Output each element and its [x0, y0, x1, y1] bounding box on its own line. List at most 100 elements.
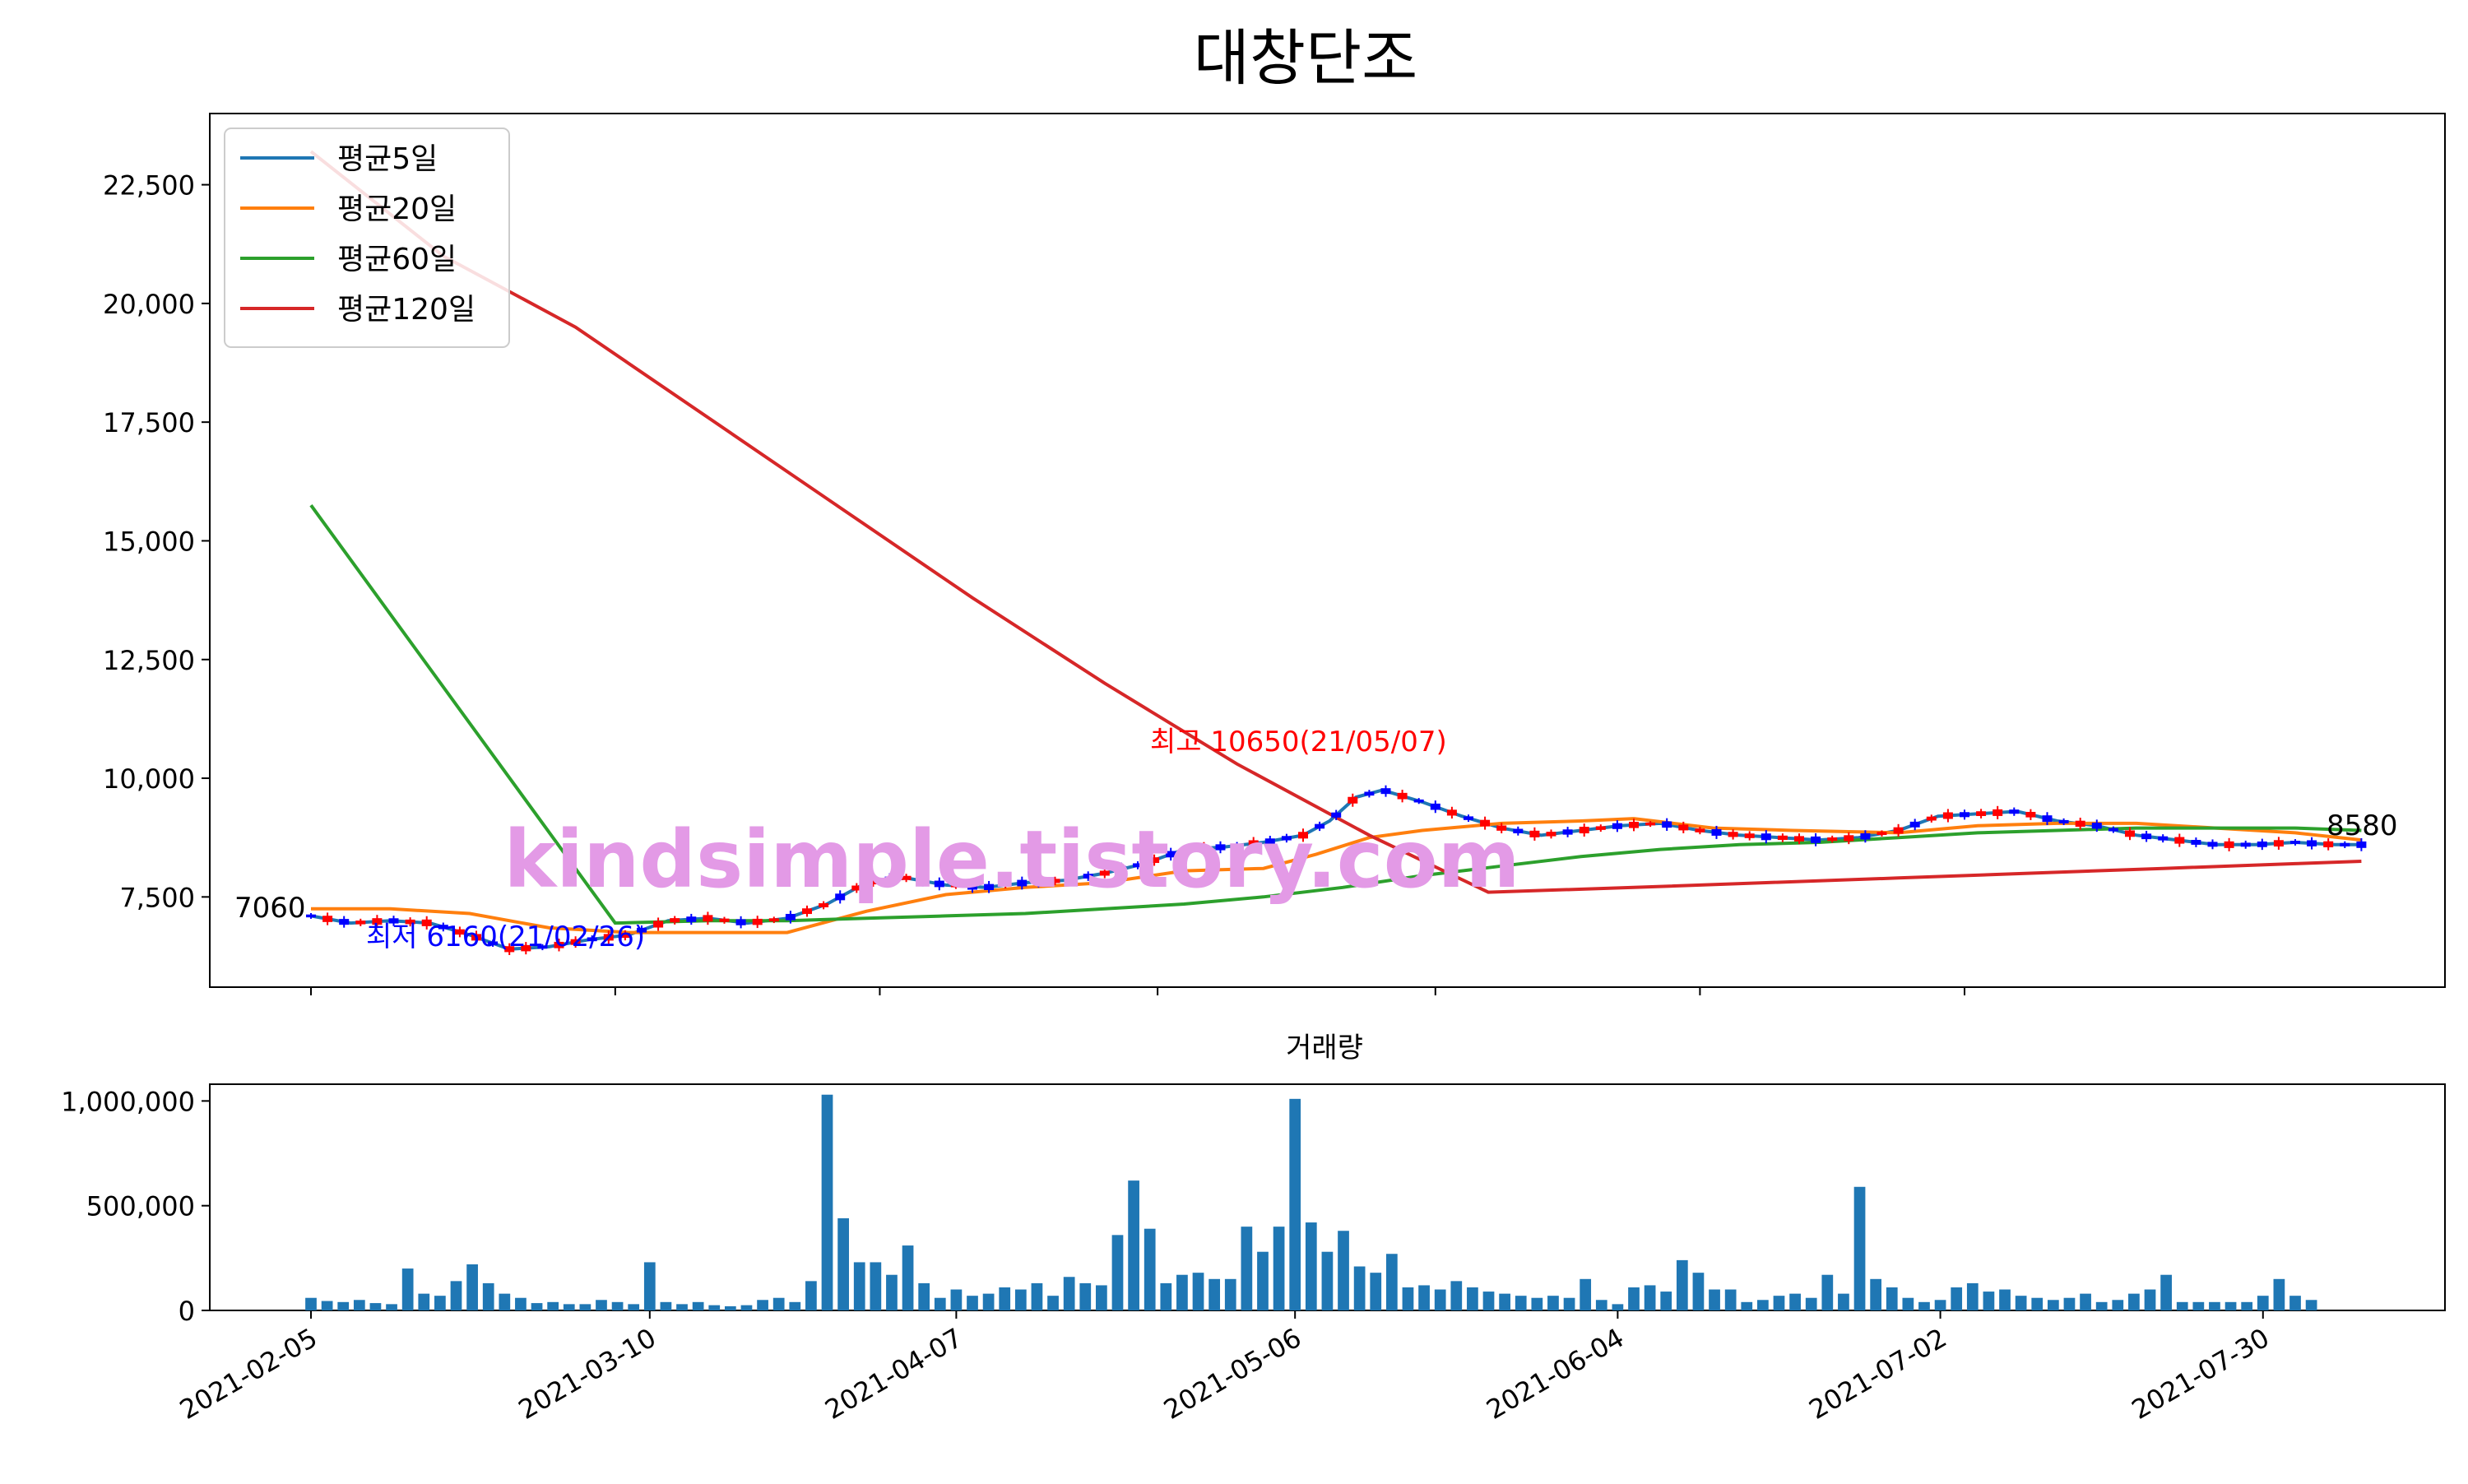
legend-entry-label: 평균60일	[337, 243, 457, 276]
volume-bar	[999, 1287, 1011, 1310]
volume-bar	[934, 1297, 946, 1310]
volume-bar	[805, 1281, 817, 1310]
volume-bar	[1741, 1301, 1753, 1310]
candle-body	[1083, 874, 1093, 879]
volume-bar	[1918, 1301, 1930, 1310]
candle-body	[2290, 841, 2300, 844]
candle-body	[1645, 822, 1656, 826]
volume-bar	[401, 1268, 414, 1310]
ma-line-20	[311, 817, 2362, 934]
price-y-tick-label: 12,500	[103, 645, 195, 676]
price-y-tick-label: 7,500	[119, 882, 195, 913]
candle-body	[2323, 841, 2334, 848]
volume-bar	[660, 1301, 672, 1310]
volume-bar	[1321, 1251, 1334, 1310]
candle-body	[1992, 809, 2003, 816]
candle-body	[1728, 832, 1738, 837]
candle-body	[1116, 865, 1126, 873]
candle-body	[703, 915, 713, 922]
volume-bar	[1370, 1273, 1382, 1310]
candle-body	[686, 916, 697, 922]
volume-bar	[1273, 1227, 1285, 1310]
candle-body	[504, 946, 515, 953]
volume-bar	[321, 1301, 333, 1310]
volume-bar	[579, 1304, 591, 1310]
volume-bars	[305, 1094, 2317, 1310]
volume-bar	[902, 1245, 914, 1310]
volume-bar	[724, 1305, 736, 1310]
volume-bar	[1353, 1266, 1366, 1310]
candle-body	[405, 919, 415, 925]
volume-bar	[1628, 1287, 1640, 1310]
price-y-tick-label: 10,000	[103, 763, 195, 795]
candle-body	[339, 919, 350, 925]
volume-bar	[708, 1305, 721, 1310]
candle-body	[1827, 837, 1838, 842]
volume-bar	[466, 1264, 478, 1310]
volume-y-tick-label: 500,000	[86, 1191, 195, 1222]
candle-body	[934, 880, 944, 888]
volume-bar	[1709, 1289, 1720, 1310]
candle-body	[1199, 845, 1209, 851]
candle-body	[2224, 841, 2234, 848]
candle-body	[1513, 828, 1524, 833]
volume-bar	[837, 1217, 849, 1310]
legend-entry-label: 평균5일	[337, 142, 438, 176]
volume-bar	[2257, 1296, 2269, 1310]
volume-bar	[369, 1303, 382, 1310]
candle-body	[868, 879, 879, 884]
candle-body	[603, 934, 614, 941]
annotation-label: 최저 6160(21/02/26)	[366, 921, 645, 953]
volume-chart-title: 거래량	[1286, 1032, 1363, 1064]
volume-bar	[1079, 1282, 1092, 1310]
volume-bar	[434, 1296, 446, 1310]
volume-bar	[1870, 1278, 1882, 1310]
candle-body	[2356, 841, 2367, 848]
ma-line-120	[309, 150, 2362, 894]
volume-bar	[1805, 1297, 1817, 1310]
candle-body	[1761, 833, 1771, 841]
volume-bar	[1338, 1231, 1349, 1310]
candle-body	[1133, 863, 1143, 868]
volume-bar	[482, 1282, 494, 1310]
volume-bar	[1838, 1293, 1849, 1310]
volume-bar	[1208, 1278, 1221, 1310]
candle-body	[1446, 809, 1457, 816]
candle-body	[735, 919, 746, 925]
volume-bar	[2224, 1301, 2237, 1310]
volume-bar	[1305, 1222, 1317, 1310]
chart-title: 대창단조	[1194, 23, 1417, 94]
candle-body	[1629, 822, 1639, 828]
candle-body	[967, 883, 977, 890]
candle-body	[1595, 826, 1606, 830]
candle-body	[2158, 836, 2169, 841]
candle-body	[1248, 840, 1259, 847]
price-axes-frame	[209, 113, 2446, 988]
candle-body	[322, 916, 333, 922]
candle-body	[1579, 827, 1589, 834]
volume-bar	[547, 1301, 559, 1310]
volume-bar	[2095, 1301, 2108, 1310]
candle-body	[1695, 828, 1705, 832]
volume-bar	[1014, 1289, 1027, 1310]
candle-body	[1562, 829, 1573, 835]
volume-bar	[418, 1293, 430, 1310]
candle-body	[1182, 847, 1193, 851]
legend-entry-label: 평균120일	[337, 293, 476, 327]
volume-bar	[1773, 1296, 1785, 1310]
ma-line-60	[309, 504, 2362, 925]
watermark-text: kindsimple.tistory.com	[503, 814, 1519, 906]
candle-body	[2273, 840, 2284, 847]
volume-bar	[1612, 1304, 1624, 1310]
volume-bar	[1563, 1297, 1575, 1310]
candle-body	[670, 918, 680, 923]
volume-bar	[772, 1297, 785, 1310]
volume-bar	[2063, 1297, 2076, 1310]
volume-bar	[2015, 1296, 2027, 1310]
candle-body	[570, 939, 581, 945]
volume-bar	[1450, 1281, 1463, 1310]
candle-body	[1464, 816, 1473, 820]
candle-body	[1893, 827, 1904, 834]
